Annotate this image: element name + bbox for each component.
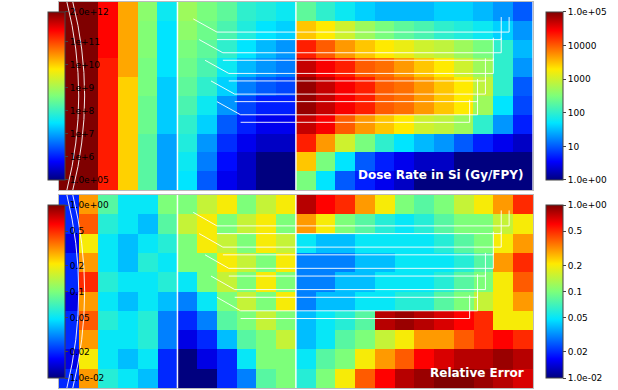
svg-text:100: 100	[568, 108, 585, 118]
svg-text:10000: 10000	[568, 41, 597, 51]
svg-text:0.1: 0.1	[568, 287, 582, 297]
svg-text:1e+6: 1e+6	[70, 152, 95, 162]
svg-text:Relative Error: Relative Error	[430, 366, 524, 380]
svg-text:0.05: 0.05	[70, 313, 90, 323]
svg-text:0.02: 0.02	[568, 347, 588, 357]
svg-text:0.02: 0.02	[70, 347, 90, 357]
svg-text:1000: 1000	[568, 74, 591, 84]
svg-text:1e+9: 1e+9	[70, 83, 95, 93]
svg-text:1e+7: 1e+7	[70, 129, 95, 139]
svg-text:1e+10: 1e+10	[70, 60, 101, 70]
svg-text:0.5: 0.5	[70, 226, 84, 236]
svg-text:0.1: 0.1	[70, 287, 84, 297]
svg-text:1.0e-02: 1.0e-02	[568, 373, 603, 383]
svg-text:0.05: 0.05	[568, 313, 588, 323]
svg-text:1.0e+00: 1.0e+00	[568, 200, 607, 210]
svg-text:2.0e+12: 2.0e+12	[70, 7, 109, 17]
svg-text:1e+11: 1e+11	[70, 37, 100, 47]
svg-text:1.0e+00: 1.0e+00	[568, 175, 607, 185]
svg-text:1.0e+00: 1.0e+00	[70, 200, 109, 210]
svg-text:0.5: 0.5	[568, 226, 582, 236]
svg-text:1.0e+05: 1.0e+05	[70, 175, 109, 185]
svg-text:1.0e+05: 1.0e+05	[568, 7, 607, 17]
svg-text:10: 10	[568, 142, 580, 152]
svg-text:1.0e-02: 1.0e-02	[70, 373, 105, 383]
svg-text:1e+8: 1e+8	[70, 106, 95, 116]
svg-text:0.2: 0.2	[568, 261, 582, 271]
svg-text:0.2: 0.2	[70, 261, 84, 271]
svg-text:Dose Rate in Si (Gy/FPY): Dose Rate in Si (Gy/FPY)	[358, 168, 524, 182]
